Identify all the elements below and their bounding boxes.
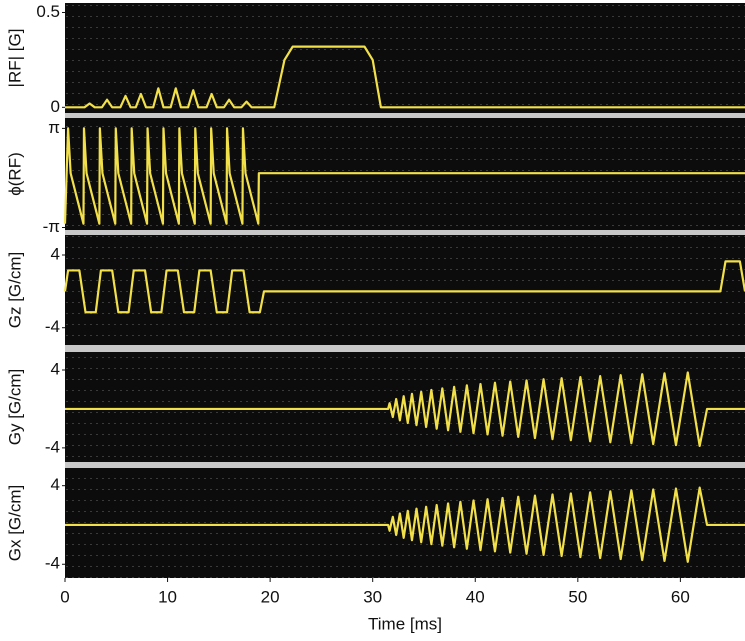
panel-separator: [65, 113, 745, 118]
waveform: [65, 45, 745, 109]
waveform: [65, 486, 745, 563]
panel-background: [65, 3, 745, 113]
y-tick-label: -4: [45, 317, 60, 336]
y-tick-label: -4: [45, 554, 60, 573]
panel-separator: [65, 462, 745, 468]
waveform: [65, 371, 745, 448]
panel-background: [65, 235, 745, 345]
y-axis-label: Gy [G/cm]: [5, 369, 24, 446]
x-tick-label: 0: [60, 587, 69, 606]
y-tick-label: 0.5: [36, 2, 60, 21]
y-axis-label: Gz [G/cm]: [5, 252, 24, 329]
x-axis-label: Time [ms]: [368, 614, 442, 633]
y-tick-label: 4: [51, 475, 60, 494]
y-axis-label: Gx [G/cm]: [5, 485, 24, 562]
x-tick-label: 30: [363, 587, 382, 606]
y-tick-label: -π: [43, 217, 60, 236]
y-tick-label: 4: [51, 244, 60, 263]
y-axis-label: |RF| [G]: [5, 29, 24, 88]
x-tick-label: 10: [158, 587, 177, 606]
y-tick-label: 0: [51, 97, 60, 116]
waveform: [63, 127, 745, 225]
panel-separator: [65, 345, 745, 352]
y-tick-label: π: [48, 118, 60, 137]
x-tick-label: 50: [568, 587, 587, 606]
y-tick-label: 4: [51, 359, 60, 378]
x-tick-label: 40: [466, 587, 485, 606]
x-tick-label: 20: [261, 587, 280, 606]
panel-separator: [65, 230, 745, 235]
y-axis-label: ϕ(RF): [5, 152, 24, 196]
x-tick-label: 60: [671, 587, 690, 606]
waveform: [63, 260, 745, 314]
y-tick-label: -4: [45, 437, 60, 456]
